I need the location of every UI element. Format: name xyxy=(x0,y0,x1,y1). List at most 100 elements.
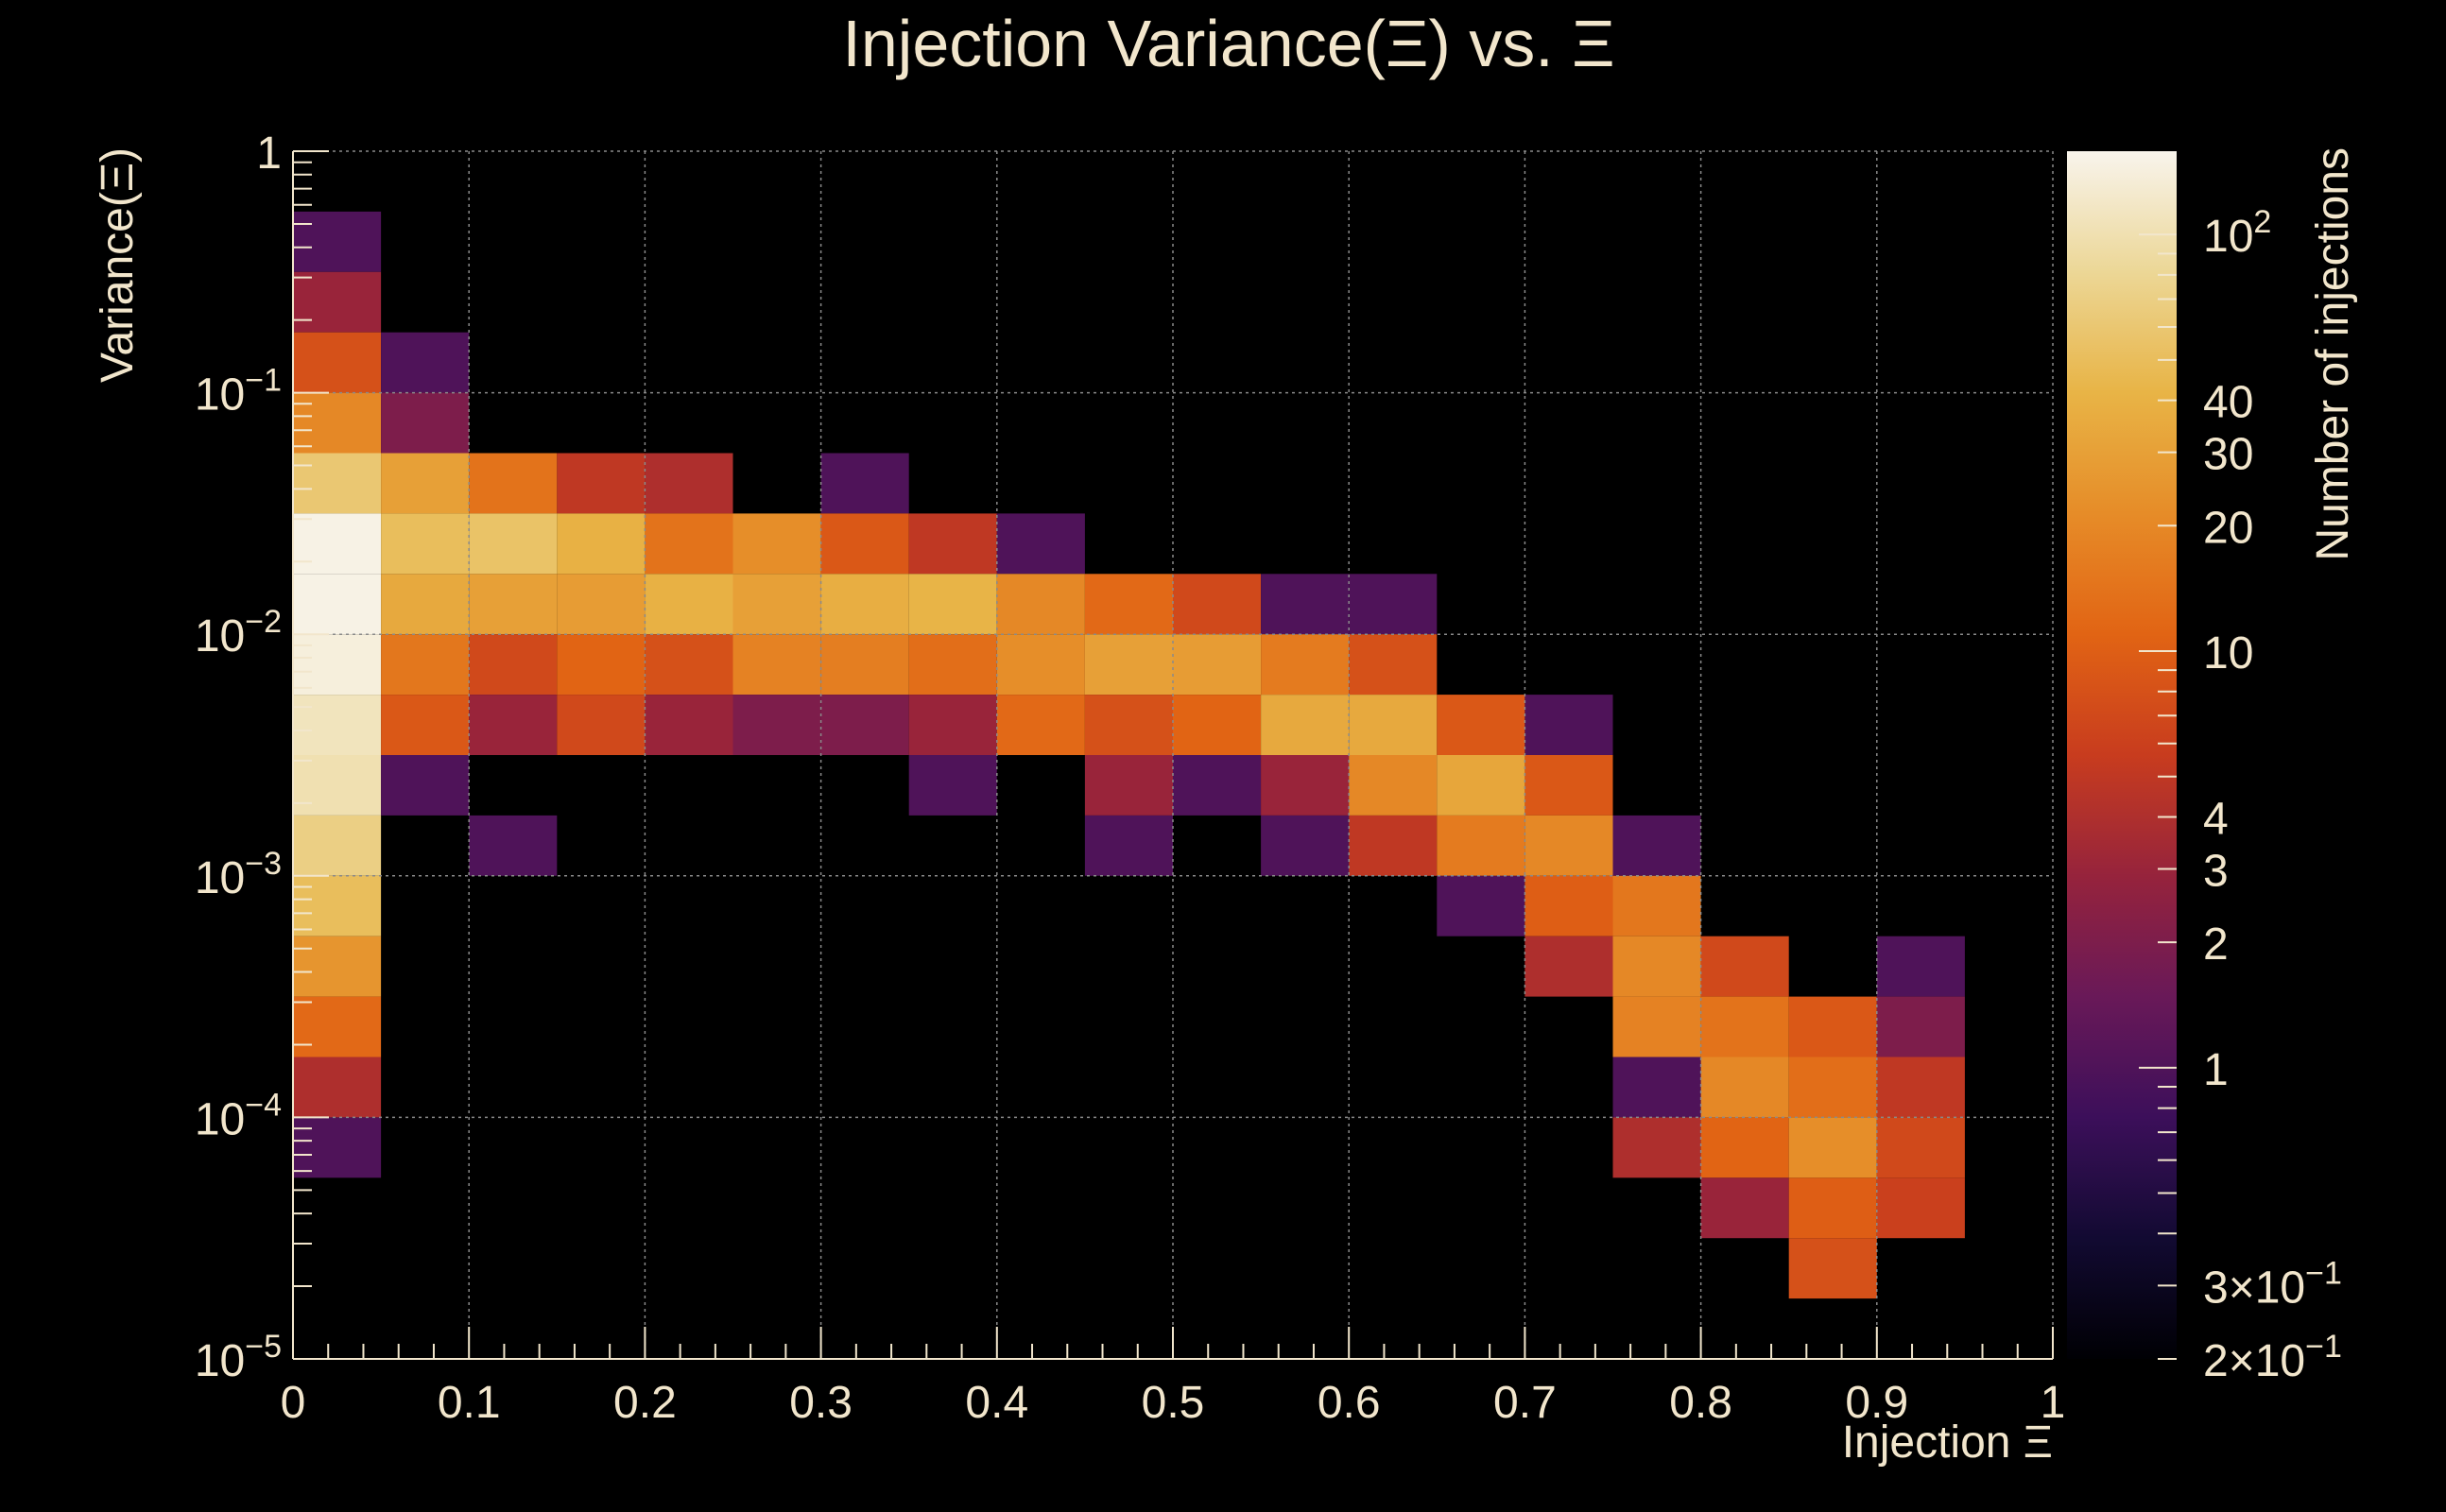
heatmap-cell xyxy=(1437,875,1525,936)
heatmap-cell xyxy=(820,695,909,755)
heatmap-cell xyxy=(908,634,997,696)
heatmap-cell xyxy=(1700,1177,1789,1239)
heatmap-cell xyxy=(820,513,909,575)
heatmap-cell xyxy=(557,453,646,514)
heatmap-cell xyxy=(1173,695,1262,755)
y-axis-label: Variance(Ξ) xyxy=(93,147,143,383)
y-axis-tick-labels: 1 10−1 10−2 10−3 10−4 10−5 xyxy=(195,129,282,1386)
heatmap-cell xyxy=(1788,1057,1877,1118)
heatmap-cell xyxy=(1349,695,1438,755)
heatmap-cell xyxy=(1876,1057,1965,1118)
heatmap-cell xyxy=(820,453,909,514)
heatmap-cell xyxy=(1437,755,1525,816)
heatmap-cell xyxy=(996,513,1085,575)
heatmap-cell xyxy=(1084,634,1173,696)
colorbar-tick-label: 3 xyxy=(2203,847,2229,897)
heatmap-cell xyxy=(469,695,558,755)
heatmap-cell xyxy=(1084,695,1173,755)
x-axis-label: Injection Ξ xyxy=(1842,1418,2053,1468)
heatmap-cell xyxy=(1700,1057,1789,1118)
heatmap-cell xyxy=(381,392,470,454)
heatmap-cell xyxy=(1876,1117,1965,1178)
heatmap-cell xyxy=(1700,996,1789,1057)
colorbar-tick-label: 2 xyxy=(2203,919,2229,970)
heatmap-cell xyxy=(469,513,558,575)
heatmap-cell xyxy=(1788,996,1877,1057)
heatmap-cell xyxy=(293,211,382,272)
heatmap-cell xyxy=(381,695,470,755)
y-tick-label: 1 xyxy=(256,129,282,179)
heatmap-cell xyxy=(996,574,1085,635)
heatmap-cell xyxy=(557,513,646,575)
heatmap-cell xyxy=(381,513,470,575)
y-tick-label: 10−5 xyxy=(195,1329,282,1386)
heatmap-cell xyxy=(293,936,382,997)
heatmap-cell xyxy=(1261,755,1350,816)
heatmap-cell xyxy=(645,513,733,575)
heatmap-cell xyxy=(1349,815,1438,876)
y-tick-label: 10−4 xyxy=(195,1087,282,1144)
heatmap-cell xyxy=(293,875,382,936)
colorbar-tick-label: 10 xyxy=(2203,628,2253,679)
heatmap-cell xyxy=(557,574,646,635)
heatmap-cell xyxy=(1612,996,1701,1057)
heatmap-cell xyxy=(1261,815,1350,876)
heatmap-cell xyxy=(293,574,382,635)
heatmap-cell xyxy=(381,634,470,696)
heatmap-cell xyxy=(1700,936,1789,997)
colorbar-tick-label: 30 xyxy=(2203,430,2253,480)
heatmap-cell xyxy=(645,453,733,514)
heatmap-cell xyxy=(293,392,382,454)
grid-lines xyxy=(293,150,2054,1359)
heatmap-cell xyxy=(1612,936,1701,997)
heatmap-cell xyxy=(293,513,382,575)
heatmap-cell xyxy=(1173,634,1262,696)
heatmap-cell xyxy=(381,453,470,514)
heatmap-cell xyxy=(996,634,1085,696)
heatmap-cell xyxy=(1876,936,1965,997)
colorbar-ticks xyxy=(2139,233,2177,1360)
heatmap-cell xyxy=(1349,755,1438,816)
x-tick-label: 0.8 xyxy=(1669,1378,1732,1428)
colorbar-tick-label: 3×10−1 xyxy=(2203,1255,2342,1313)
heatmap-cell xyxy=(1876,1177,1965,1239)
heatmap-cell xyxy=(645,695,733,755)
heatmap-cell xyxy=(1437,695,1525,755)
heatmap-cell xyxy=(381,755,470,816)
heatmap-cell xyxy=(645,574,733,635)
heatmap-cell xyxy=(908,513,997,575)
heatmap-cell xyxy=(732,574,821,635)
heatmap-cell xyxy=(1524,936,1613,997)
heatmap-cell xyxy=(293,1057,382,1118)
heatmap-cell xyxy=(1788,1177,1877,1239)
heatmap-cell xyxy=(1084,574,1173,635)
heatmap-cell xyxy=(1437,815,1525,876)
heatmap-cell xyxy=(1084,815,1173,876)
heatmap-cell xyxy=(1173,755,1262,816)
heatmap-cell xyxy=(1524,815,1613,876)
heatmap-cell xyxy=(1084,755,1173,816)
heatmap-cell xyxy=(1349,574,1438,635)
heatmap-cell xyxy=(1261,574,1350,635)
colorbar-tick-label: 20 xyxy=(2203,503,2253,553)
colorbar-label: Number of injections xyxy=(2308,147,2358,561)
axis-ticks xyxy=(292,150,2054,1360)
x-tick-label: 0.1 xyxy=(438,1378,501,1428)
heatmap-cell xyxy=(1788,1117,1877,1178)
heatmap-cell xyxy=(1524,755,1613,816)
heatmap-cell xyxy=(293,755,382,816)
heatmap-cell xyxy=(1173,574,1262,635)
heatmap-cell xyxy=(1876,996,1965,1057)
heatmap-cell xyxy=(381,574,470,635)
y-tick-label: 10−1 xyxy=(195,363,282,421)
heatmap-cell xyxy=(381,332,470,393)
heatmap-cells xyxy=(293,211,1965,1299)
x-tick-label: 0.4 xyxy=(965,1378,1028,1428)
y-tick-label: 10−2 xyxy=(195,604,282,662)
x-tick-label: 1 xyxy=(2041,1378,2066,1428)
heatmap-cell xyxy=(820,574,909,635)
heatmap-cell xyxy=(293,453,382,514)
x-tick-label: 0 xyxy=(281,1378,306,1428)
x-tick-label: 0.9 xyxy=(1845,1378,1908,1428)
